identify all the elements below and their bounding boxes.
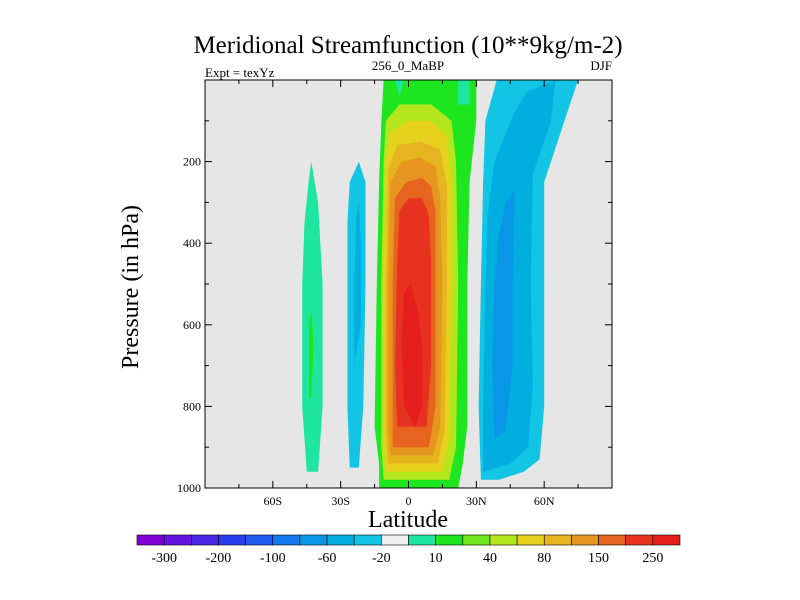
colorbar-swatch	[353, 534, 382, 546]
chart-title: Meridional Streamfunction (10**9kg/m-2)	[193, 32, 622, 59]
colorbar-label: -20	[372, 551, 391, 566]
colorbar-label: 150	[588, 551, 609, 566]
contour-region-14	[354, 202, 361, 366]
colorbar-label: -60	[318, 551, 337, 566]
y-axis-label: Pressure (in hPa)	[118, 205, 144, 369]
colorbar-swatch	[571, 534, 599, 546]
season-note: DJF	[590, 58, 612, 73]
colorbar-swatch	[191, 534, 219, 546]
run-id-note: 256_0_MaBP	[372, 58, 444, 73]
contour-region-16	[309, 308, 314, 399]
colorbar-swatch	[489, 534, 518, 546]
contour-region-15	[302, 161, 323, 472]
y-tick-label: 600	[183, 318, 201, 332]
contour-region-1	[394, 80, 404, 97]
colorbar-swatch	[462, 534, 491, 546]
colorbar-label: -200	[206, 551, 232, 566]
contour-region-9	[401, 284, 423, 427]
colorbar-swatch	[218, 534, 246, 546]
y-tick-label: 1000	[177, 481, 201, 495]
colorbar-swatch	[245, 534, 274, 546]
colorbar-label: -100	[260, 551, 286, 566]
contour-region-2	[458, 80, 470, 105]
colorbar-swatch	[381, 534, 409, 546]
colorbar-label: 250	[642, 551, 663, 566]
colorbar-swatch	[326, 534, 355, 546]
plot-area: 200 400 600 800 1000 60S 30S 0 30N 60N	[177, 79, 613, 508]
colorbar-label: 10	[429, 551, 443, 566]
colorbar-swatch	[272, 534, 301, 546]
colorbar-swatch	[598, 534, 626, 546]
y-tick-label: 800	[183, 399, 201, 413]
colorbar-label: 80	[537, 551, 551, 566]
colorbar-swatch	[652, 534, 681, 546]
y-tick-label: 400	[183, 236, 201, 250]
colorbar-swatch	[625, 534, 654, 546]
contour-region-12	[492, 190, 515, 439]
colorbar-swatch	[163, 534, 192, 546]
colorbar-swatch	[516, 534, 545, 546]
x-tick-label: 30S	[331, 494, 350, 508]
colorbar-swatch	[543, 534, 572, 546]
y-tick-label: 200	[183, 155, 201, 169]
x-tick-label: 60S	[263, 494, 282, 508]
experiment-note: Expt = texYz	[205, 65, 275, 80]
colorbar-swatch	[299, 534, 328, 546]
colorbar-label: 40	[483, 551, 497, 566]
colorbar-swatch	[136, 534, 165, 546]
colorbar-swatch	[408, 534, 436, 546]
colorbar: -300 -200 -100 -60 -20 10 40 80 150 250	[136, 534, 681, 566]
x-tick-label: 60N	[534, 494, 555, 508]
x-axis-label: Latitude	[368, 507, 448, 533]
x-tick-label: 30N	[466, 494, 487, 508]
colorbar-swatch	[435, 534, 464, 546]
x-tick-label: 0	[406, 494, 412, 508]
colorbar-label: -300	[151, 551, 177, 566]
